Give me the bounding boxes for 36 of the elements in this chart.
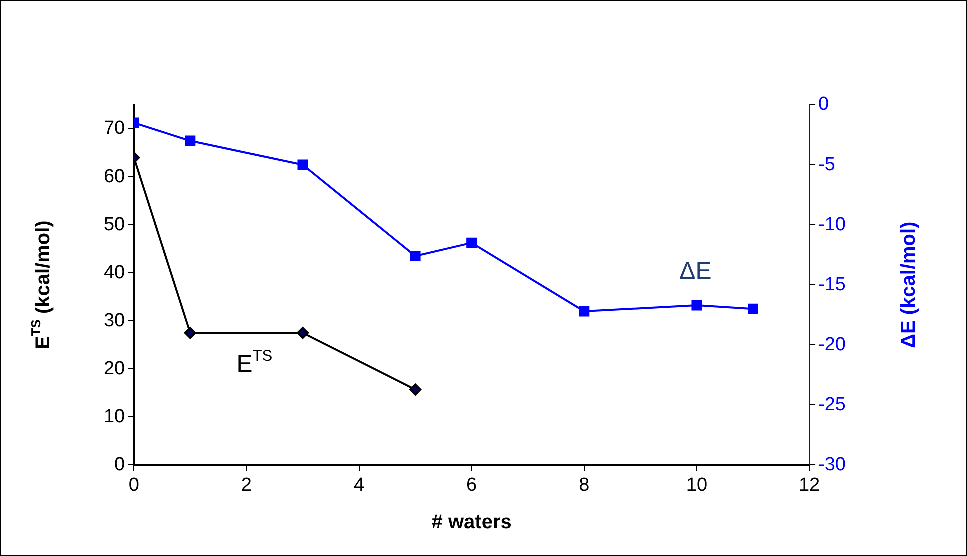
point	[410, 384, 422, 396]
point	[184, 327, 196, 340]
y2-tick-label: -5	[818, 154, 836, 176]
point	[466, 238, 478, 248]
x-tick-label: 4	[354, 474, 365, 496]
y2-tick-label: -10	[818, 214, 846, 236]
y2-axis-title: ΔE (kcal/mol)	[898, 222, 920, 348]
y2-tick-label: -20	[818, 334, 846, 356]
point	[298, 160, 308, 170]
x-tick-label: 2	[241, 474, 252, 496]
y2-tick-label: 0	[818, 94, 830, 116]
point	[410, 251, 421, 262]
y-tick-label: 0	[114, 454, 126, 476]
x-tick-label: 0	[128, 474, 140, 496]
x-tick-label: 10	[686, 474, 708, 496]
y2-tick-label: -15	[818, 274, 846, 296]
y2-tick-label: -30	[818, 454, 846, 476]
series-label: ΔE	[680, 258, 712, 286]
y-tick-label: 10	[104, 406, 126, 428]
y-tick-label: 20	[104, 358, 126, 380]
point	[579, 306, 590, 317]
x-tick-label: 12	[798, 474, 820, 496]
point	[748, 304, 758, 314]
point	[692, 300, 702, 311]
y-tick-label: 40	[104, 262, 126, 284]
y-tick-label: 60	[104, 166, 126, 188]
point	[296, 327, 309, 340]
y-axis-title: ETS (kcal/mol)	[28, 220, 55, 350]
point	[185, 136, 196, 146]
y-tick-label: 30	[104, 310, 126, 332]
x-tick-label: 6	[466, 474, 478, 496]
y-tick-label: 70	[104, 118, 126, 140]
x-tick-label: 8	[579, 474, 590, 496]
y2-tick-label: -25	[818, 394, 846, 416]
y-tick-label: 50	[104, 214, 126, 236]
x-axis-title: # waters	[432, 512, 512, 534]
